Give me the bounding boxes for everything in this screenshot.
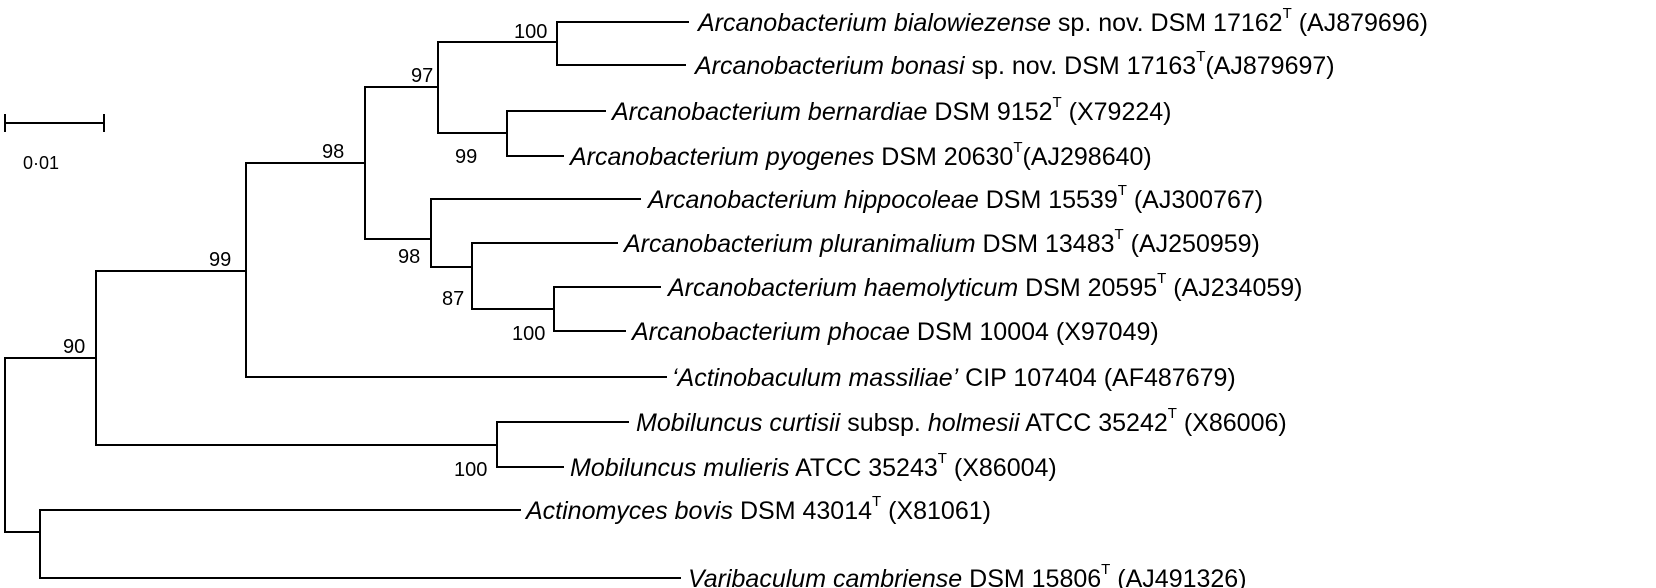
bootstrap-value: 97 (411, 65, 433, 87)
taxon-label: Arcanobacterium bernardiae DSM 9152T (X7… (610, 94, 1172, 126)
bootstrap-value: 87 (442, 288, 464, 310)
bootstrap-value: 100 (454, 459, 487, 481)
bootstrap-value: 100 (514, 21, 547, 43)
bootstrap-value: 99 (209, 249, 231, 271)
taxon-label: Arcanobacterium haemolyticum DSM 20595T … (666, 270, 1303, 302)
taxon-labels: Arcanobacterium bialowiezense sp. nov. D… (524, 5, 1428, 588)
bootstrap-value: 98 (322, 141, 344, 163)
bootstrap-value: 99 (455, 146, 477, 168)
tree-branches (4, 21, 689, 579)
taxon-label: Actinomyces bovis DSM 43014T (X81061) (524, 493, 991, 525)
scale-bar-label: 0·01 (23, 153, 59, 173)
scale-bar: 0·01 (4, 114, 105, 173)
taxon-label: Arcanobacterium pyogenes DSM 20630T(AJ29… (568, 139, 1152, 171)
taxon-label: Arcanobacterium phocae DSM 10004 (X97049… (630, 318, 1159, 346)
taxon-label: Arcanobacterium bonasi sp. nov. DSM 1716… (693, 48, 1335, 80)
bootstrap-value: 90 (63, 336, 85, 358)
taxon-label: Varibaculum cambriense DSM 15806T (AJ491… (688, 561, 1247, 588)
bootstrap-values: 100 97 99 98 98 87 100 99 90 100 (63, 21, 547, 481)
taxon-label: Arcanobacterium hippocoleae DSM 15539T (… (646, 182, 1263, 214)
taxon-label: ‘Actinobaculum massiliae’ CIP 107404 (AF… (672, 364, 1236, 392)
taxon-label: Mobiluncus mulieris ATCC 35243T (X86004) (570, 450, 1057, 482)
bootstrap-value: 98 (398, 246, 420, 268)
taxon-label: Arcanobacterium pluranimalium DSM 13483T… (622, 226, 1260, 258)
taxon-label: Mobiluncus curtisii subsp. holmesii ATCC… (636, 405, 1287, 437)
taxon-label: Arcanobacterium bialowiezense sp. nov. D… (696, 5, 1428, 37)
bootstrap-value: 100 (512, 323, 545, 345)
